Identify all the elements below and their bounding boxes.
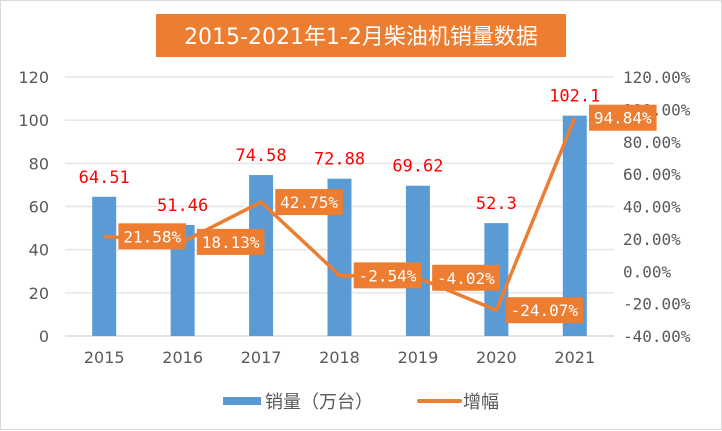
growth-label: -2.54% [359, 266, 417, 285]
left-tick-label: 80 [29, 154, 49, 173]
growth-label: 94.84% [594, 109, 652, 128]
right-tick-label: -20.00% [623, 295, 691, 314]
growth-label-box [275, 189, 343, 216]
growth-label-box [118, 223, 187, 250]
right-tick-label: -40.00% [623, 327, 691, 346]
legend-line-label: 增幅 [463, 392, 499, 413]
title-box [156, 14, 566, 57]
growth-label-box [353, 262, 422, 289]
bar-value-label: 52.3 [476, 194, 517, 214]
left-tick-label: 20 [29, 284, 49, 303]
left-tick-label: 0 [39, 327, 49, 346]
right-tick-label: 20.00% [623, 230, 681, 249]
x-tick-label: 2021 [554, 348, 595, 367]
bar [405, 185, 430, 336]
right-tick-label: 60.00% [623, 165, 681, 184]
x-tick-label: 2020 [476, 348, 517, 367]
growth-label-box [196, 228, 265, 255]
bar-value-label: 72.88 [314, 150, 365, 170]
growth-label: 21.58% [123, 227, 181, 246]
growth-label: 18.13% [202, 233, 260, 252]
right-tick-label: 0.00% [623, 262, 672, 281]
right-tick-label: 80.00% [623, 133, 681, 152]
left-tick-label: 100 [18, 111, 49, 130]
x-tick-label: 2017 [241, 348, 282, 367]
bar [249, 175, 274, 336]
x-tick-label: 2016 [162, 348, 203, 367]
legend-bar-label: 销量（万台） [265, 392, 373, 413]
bar-value-label: 74.58 [235, 146, 286, 166]
x-tick-label: 2015 [84, 348, 125, 367]
left-tick-label: 120 [18, 68, 49, 87]
bar-value-label: 69.62 [392, 157, 443, 177]
growth-label: -24.07% [511, 301, 579, 320]
chart-title: 2015-2021年1-2月柴油机销量数据 [184, 25, 538, 50]
growth-label: 42.75% [280, 193, 338, 212]
x-tick-label: 2018 [319, 348, 360, 367]
bar-value-label: 102.1 [549, 87, 600, 107]
right-tick-label: 40.00% [623, 198, 681, 217]
bar-value-label: 51.46 [157, 196, 208, 216]
growth-label-box [588, 104, 657, 131]
growth-label-box [505, 297, 583, 324]
legend-bar-swatch [223, 397, 261, 405]
x-tick-label: 2019 [398, 348, 439, 367]
left-tick-label: 40 [29, 241, 49, 260]
left-tick-label: 60 [29, 198, 49, 217]
bar [92, 196, 117, 336]
bar-value-label: 64.51 [79, 168, 130, 188]
right-tick-label: 120.00% [623, 68, 691, 87]
growth-label: -4.02% [437, 269, 495, 288]
growth-label-box [432, 264, 500, 291]
